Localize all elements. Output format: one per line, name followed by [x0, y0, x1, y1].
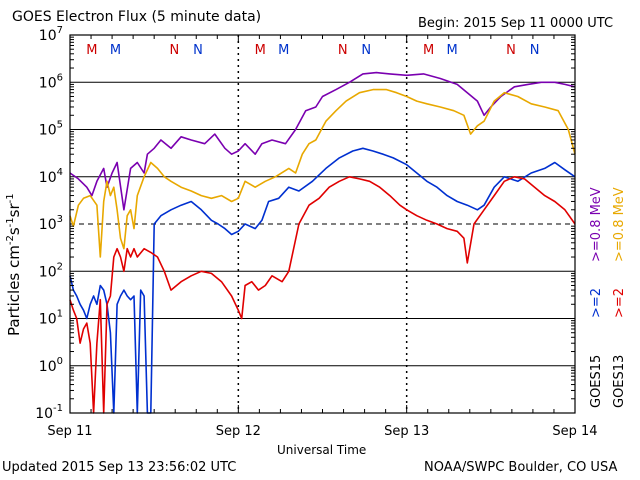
series-line [69, 176, 576, 414]
legend-goes13-low: >=2 [612, 287, 627, 318]
event-marker: N [338, 43, 348, 58]
series-layer [69, 71, 576, 414]
x-tick-label: Sep 14 [552, 424, 597, 439]
legend-goes15-high: >=0.8 MeV [589, 187, 604, 262]
y-tick-label: 105 [39, 120, 63, 139]
event-marker: M [447, 43, 458, 58]
y-tick-label: 101 [39, 309, 63, 328]
event-marker: M [86, 43, 97, 58]
x-tick-label: Sep 13 [384, 424, 429, 439]
y-tick-label: 104 [39, 167, 63, 186]
updated-timestamp: Updated 2015 Sep 13 23:56:02 UTC [2, 460, 237, 475]
chart-title: GOES Electron Flux (5 minute data) [12, 9, 262, 25]
x-ticks: Sep 11 Sep 12 Sep 13 Sep 14 [47, 35, 598, 439]
event-marker: M [278, 43, 289, 58]
event-marker: M [255, 43, 266, 58]
legend-goes15: GOES15 [589, 354, 604, 408]
legend-goes15-low: >=2 [589, 287, 604, 318]
event-marker: N [193, 43, 203, 58]
legend-goes13-high: >=0.8 MeV [612, 187, 627, 262]
series-line [69, 88, 576, 258]
x-axis-label: Universal Time [277, 443, 367, 457]
event-marker: N [506, 43, 516, 58]
event-marker: N [169, 43, 179, 58]
y-axis-label: Particles cm-2s-1sr-1 [5, 193, 23, 336]
series-line [69, 71, 576, 211]
legend-goes13: GOES13 [612, 354, 627, 408]
event-marker: N [530, 43, 540, 58]
y-tick-label: 10-1 [35, 403, 63, 422]
x-tick-label: Sep 12 [216, 424, 261, 439]
y-tick-label: 103 [39, 214, 63, 233]
event-marker: M [423, 43, 434, 58]
credit: NOAA/SWPC Boulder, CO USA [424, 460, 618, 475]
y-tick-label: 102 [39, 261, 63, 280]
event-marker: M [110, 43, 121, 58]
y-tick-label: 106 [39, 72, 63, 91]
event-marker: N [361, 43, 371, 58]
y-tick-label: 100 [39, 356, 63, 375]
x-tick-label: Sep 11 [47, 424, 92, 439]
y-tick-label: 107 [39, 25, 63, 44]
y-ticks: 10-1 100 101 102 103 104 105 106 107 [35, 25, 575, 422]
begin-time: Begin: 2015 Sep 11 0000 UTC [418, 16, 614, 31]
